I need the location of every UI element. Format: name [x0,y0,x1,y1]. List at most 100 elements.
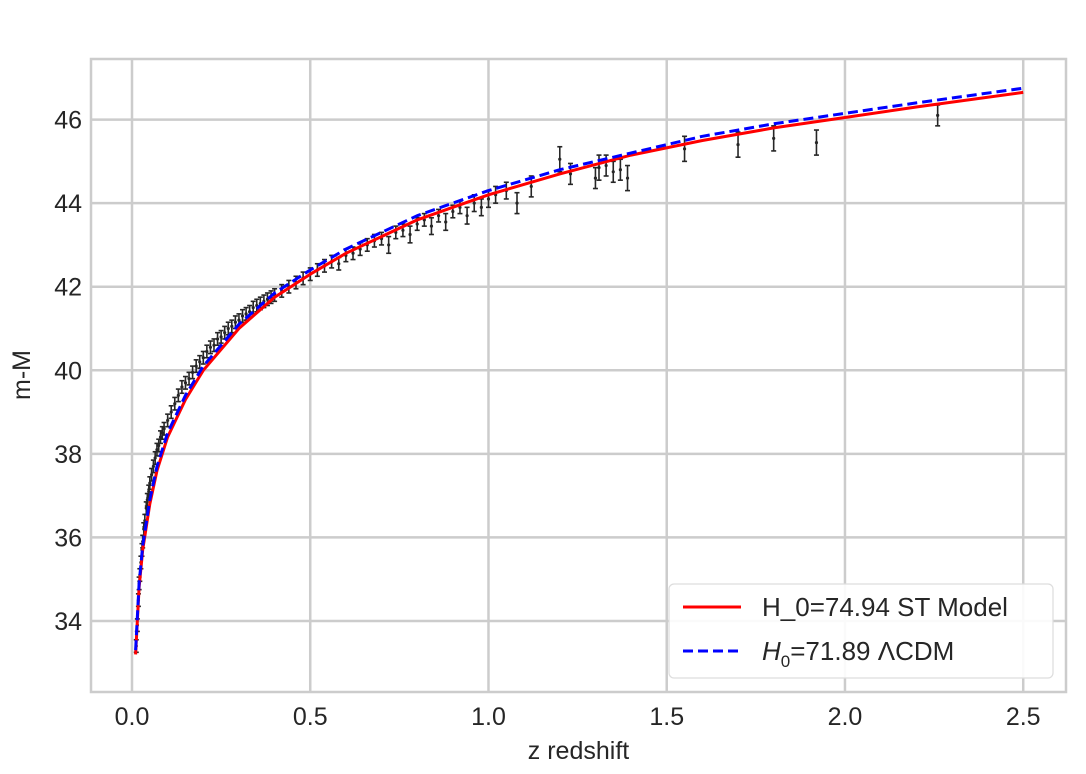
st-model-line [134,90,1024,655]
data-point [200,350,206,365]
data-point [682,135,688,163]
data-marker [618,168,622,172]
data-marker [233,320,237,324]
x-tick-label: 1.0 [471,703,506,731]
y-tick-label: 36 [54,524,82,552]
data-marker [408,232,412,237]
data-marker [451,209,455,214]
data-point [935,104,941,127]
data-point [149,467,155,482]
data-point [207,340,213,355]
model-lines [134,86,1024,655]
x-axis-ticks: 0.0 0.5 1.0 1.5 2.0 2.5 [115,703,1041,731]
data-errorbars [133,104,941,654]
data-point [172,396,178,411]
data-marker [736,143,740,147]
y-tick-label: 38 [54,441,82,469]
data-marker [215,337,220,341]
data-marker [515,201,519,205]
data-marker [198,360,202,364]
data-point [428,216,434,236]
data-marker [219,335,223,339]
data-marker [145,498,149,502]
data-point [771,125,777,152]
data-marker [401,228,405,232]
data-marker [157,443,161,448]
data-marker [208,345,213,349]
y-tick-label: 46 [54,107,82,135]
data-marker [160,431,164,435]
data-marker [180,385,184,389]
data-point [610,160,616,184]
data-marker [151,464,155,468]
data-marker [465,214,469,218]
y-tick-label: 34 [54,608,82,636]
data-point [159,425,165,441]
data-point [464,206,470,225]
data-point [168,404,174,420]
legend-label-lcdm-h: H [762,636,781,666]
x-axis-label: z redshift [528,737,629,765]
data-marker [230,324,234,329]
data-marker [387,243,391,247]
data-marker [444,220,448,224]
data-point [165,413,171,428]
data-marker [772,136,776,140]
data-marker [593,176,598,180]
legend: H_0=74.94 ST Model H0=71.89 ΛCDM [668,583,1054,679]
data-marker [814,140,819,145]
y-tick-label: 42 [54,274,82,302]
x-tick-label: 1.5 [649,703,684,731]
grid-lines [91,59,1066,692]
data-marker [158,435,163,439]
data-marker [205,349,209,354]
data-marker [251,306,255,310]
data-point [617,158,623,181]
legend-label-lcdm-rest: =71.89 ΛCDM [790,636,954,666]
data-marker [183,381,188,385]
x-tick-label: 0.0 [115,703,150,731]
data-marker [190,370,195,374]
data-point [154,442,160,457]
data-marker [153,456,157,460]
data-marker [212,343,216,347]
data-marker [240,314,245,318]
y-tick-label: 40 [54,357,82,385]
data-point [215,331,221,347]
data-marker [226,326,230,331]
data-marker [611,170,615,174]
data-marker [147,489,151,494]
data-point [625,164,631,192]
data-point [150,459,156,474]
data-marker [237,318,241,322]
data-marker [936,113,940,118]
data-marker [479,205,483,209]
data-marker [150,473,154,477]
data-point [813,129,819,156]
data-marker [558,157,562,161]
data-point [386,235,392,255]
data-marker [155,448,159,452]
y-axis-ticks: 34 36 38 40 42 44 46 [54,107,82,636]
data-marker [472,201,476,205]
legend-box [668,583,1054,679]
legend-label-lcdm-sub: 0 [781,652,790,671]
data-marker [173,402,177,406]
data-marker [415,222,419,226]
data-marker [529,184,533,189]
data-marker [187,377,191,381]
data-marker [436,214,441,218]
data-point [407,225,413,244]
data-point [182,375,188,390]
data-marker [148,481,152,485]
y-tick-label: 44 [54,190,82,218]
data-point [443,212,449,232]
data-marker [162,427,166,431]
data-point [218,329,224,344]
x-tick-label: 2.0 [828,703,863,731]
data-marker [486,197,491,201]
data-marker [166,418,170,423]
data-marker [568,172,573,176]
data-point [557,145,563,173]
data-marker [682,147,687,151]
